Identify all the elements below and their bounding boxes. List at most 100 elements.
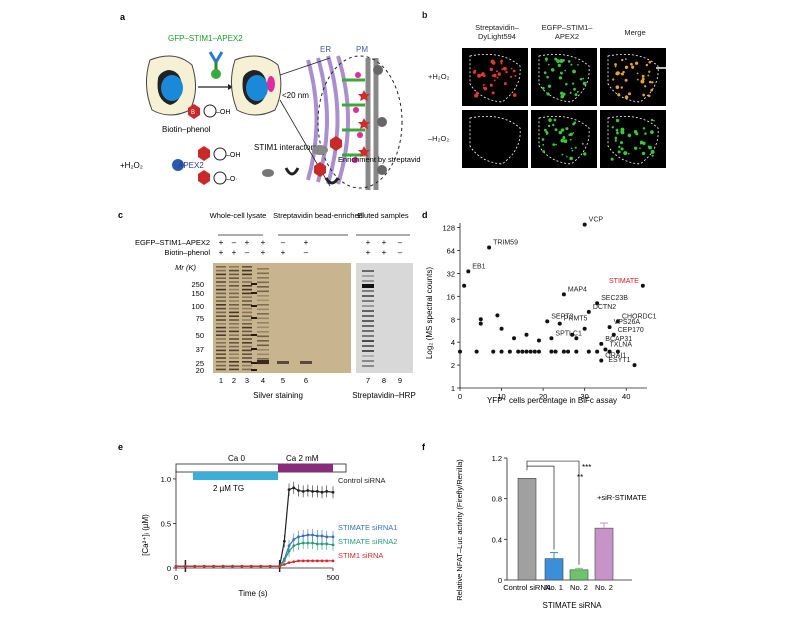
gel-band (242, 311, 252, 314)
f-group-label: STIMATE siRNA (543, 601, 603, 610)
gel-band (257, 335, 269, 338)
f-sir-label: +siR-STIMATE (597, 493, 647, 502)
gel-band (216, 277, 226, 279)
d-ytick-label: 4 (451, 338, 455, 347)
marker-label: 150 (191, 289, 204, 298)
d-point-label: ORAI1 (605, 352, 626, 359)
fluorescent-spot (636, 72, 639, 75)
d-point (491, 349, 496, 354)
gel-band (216, 307, 226, 310)
e-point (320, 559, 324, 563)
fluorescent-spot (548, 118, 552, 122)
gel-band (242, 353, 252, 355)
cell-outline (469, 115, 521, 165)
svg-text:–OH: –OH (226, 152, 240, 159)
gel-band (229, 269, 239, 272)
d-point (553, 349, 558, 354)
fluorescent-spot (561, 153, 564, 156)
d-point-label: VCP (589, 217, 604, 224)
col-header-merge: Merge (624, 28, 646, 37)
e-point (325, 559, 329, 563)
mr-label: Mr (K) (175, 263, 196, 272)
ca2-bar (278, 464, 333, 472)
lane-number: 7 (366, 376, 370, 385)
gel-band (277, 361, 289, 364)
d-point (524, 332, 529, 337)
fluorescent-spot (489, 67, 493, 72)
gel-band (216, 349, 226, 352)
fluorescent-spot (496, 76, 499, 79)
d-xlabel: YFP⁺ cells percentage in BiFc assay (487, 396, 617, 405)
panel-b-letter: b (422, 10, 428, 20)
fluorescent-spot (648, 145, 652, 150)
fluorescent-spot (616, 131, 619, 135)
e-legend-label: STIMATE siRNA2 (338, 537, 397, 546)
row-label-biotin: Biotin–phenol (165, 248, 211, 257)
gel-band (216, 319, 226, 321)
fluorescent-spot (622, 70, 625, 74)
tg-bar (193, 472, 278, 480)
gel-band (242, 300, 252, 302)
lane-number: 9 (398, 376, 402, 385)
apex2-icon (172, 159, 184, 171)
d-ytick-label: 1 (451, 384, 455, 393)
gel-band (229, 285, 239, 287)
d-point (561, 292, 566, 297)
d-point (640, 283, 645, 288)
gel-band (257, 317, 269, 320)
gel-band (242, 338, 252, 340)
d-point (632, 363, 637, 368)
sign-mark: – (304, 248, 309, 257)
gel-band (242, 334, 252, 336)
row-label-plus: +H₂O₂ (428, 72, 450, 81)
gel-band (242, 368, 252, 371)
sign-mark: – (281, 238, 286, 247)
fluorescent-spot (644, 85, 647, 88)
fluorescent-spot (544, 57, 548, 61)
gel-band (229, 368, 239, 371)
f-category-label: No. 2 (570, 583, 588, 592)
gel-band (229, 300, 239, 302)
gel-band (216, 323, 226, 325)
fluorescent-spot (482, 83, 485, 86)
e-point (231, 564, 234, 568)
gel-band (229, 326, 239, 329)
fluorescent-spot (614, 136, 618, 140)
group-label-streptavidin: Streptavidin bead-enriched (273, 211, 363, 220)
d-point (462, 283, 467, 288)
f-ytick-label: 0.4 (492, 535, 502, 544)
d-xtick-label: 0 (458, 392, 462, 401)
fluorescent-spot (559, 91, 564, 95)
sign-mark: + (261, 238, 266, 247)
fluorescent-spot (640, 79, 645, 84)
fluorescent-spot (620, 130, 625, 135)
fluorescent-spot (545, 59, 548, 62)
gel-band (257, 272, 269, 275)
fluorescent-spot (556, 59, 560, 63)
fluorescent-spot (489, 83, 493, 87)
fluorescent-spot (558, 76, 563, 80)
fluorescent-spot (472, 70, 476, 74)
d-point (607, 349, 612, 354)
d-point (499, 326, 504, 331)
e-ytick-label: 0.5 (161, 519, 171, 528)
d-point (545, 319, 550, 324)
e-point (174, 564, 178, 568)
gel-band (242, 269, 252, 272)
d-point-label: VPS26A (614, 319, 641, 326)
d-ytick-label: 64 (447, 247, 455, 256)
gel-band (242, 315, 252, 317)
gel-band (216, 353, 226, 355)
svg-text:B: B (191, 110, 195, 116)
gel-band (257, 304, 269, 306)
e-point (184, 564, 187, 568)
fluorescent-spot (569, 132, 573, 136)
fluorescent-spot (647, 145, 650, 147)
d-ytick-label: 16 (447, 292, 455, 301)
gel-band (216, 364, 226, 367)
pm-label: PM (356, 45, 368, 54)
sign-mark: + (382, 238, 387, 247)
gel-band (216, 292, 226, 295)
enrichment-label: Enrichment by streptavidin beads + MS (338, 155, 420, 164)
gel-band (216, 357, 226, 359)
